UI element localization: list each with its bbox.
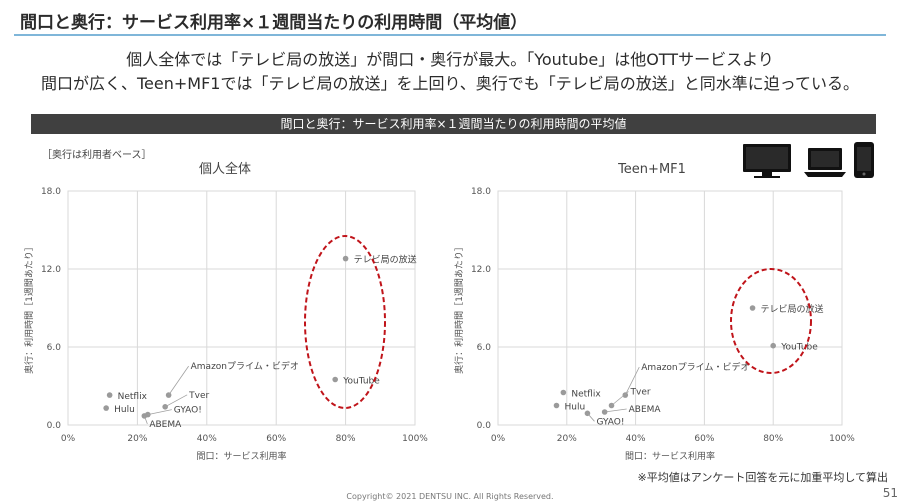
data-point — [342, 255, 349, 262]
data-label-leader — [604, 408, 627, 413]
data-label: Netflix — [571, 390, 601, 400]
data-label: YouTube — [342, 377, 380, 387]
x-tick-label: 80% — [763, 434, 783, 444]
data-label: GYAO! — [174, 406, 202, 416]
x-tick-label: 100% — [829, 434, 855, 444]
data-label-leader — [624, 366, 640, 396]
chart-title: 個人全体 — [199, 161, 251, 177]
lead-text: 個人全体では「テレビ局の放送」が間口・奥行が最大。「Youtube」は他OTTサ… — [0, 48, 900, 96]
data-label: ABEMA — [629, 405, 662, 415]
x-tick-label: 40% — [197, 434, 217, 444]
data-label-leader — [587, 413, 595, 422]
x-tick-label: 60% — [694, 434, 714, 444]
smartphone-icon — [854, 142, 874, 178]
data-point — [553, 402, 560, 409]
data-label: テレビ局の放送 — [761, 303, 824, 315]
data-label: ABEMA — [149, 420, 182, 430]
data-label-leader — [143, 415, 148, 425]
data-label-leader — [611, 391, 629, 406]
data-label-leader — [164, 394, 188, 408]
data-point — [103, 405, 109, 411]
data-label: テレビ局の放送 — [354, 254, 417, 266]
x-tick-label: 0% — [491, 434, 506, 444]
data-label: YouTube — [780, 343, 818, 353]
data-label: Hulu — [114, 405, 135, 415]
y-tick-label: 18.0 — [41, 187, 61, 197]
slide-title-text: 間口と奥行：サービス利用率×１週間当たりの利用時間（平均値） — [20, 13, 528, 33]
highlight-ellipse — [304, 235, 386, 409]
data-point — [106, 392, 113, 398]
x-tick-label: 100% — [402, 434, 428, 444]
highlight-ellipse — [730, 268, 812, 374]
data-label: Hulu — [564, 403, 585, 413]
x-tick-label: 20% — [127, 434, 147, 444]
data-point — [770, 342, 776, 349]
x-tick-label: 80% — [336, 434, 356, 444]
lead-line: 間口が広く、Teen+MF1では「テレビ局の放送」を上回り、奥行でも「テレビ局の… — [40, 74, 860, 93]
data-label-leader — [147, 409, 172, 415]
y-tick-label: 6.0 — [47, 343, 62, 353]
y-tick-label: 0.0 — [47, 421, 62, 431]
tv-icon — [743, 144, 791, 178]
y-axis-label: 奥行：利用時間［1週間あたり］ — [23, 242, 35, 374]
data-label: GYAO! — [596, 417, 624, 427]
y-axis-label: 奥行：利用時間［1週間あたり］ — [453, 242, 465, 374]
x-tick-label: 40% — [626, 434, 646, 444]
x-tick-label: 60% — [266, 434, 286, 444]
data-label: Tver — [188, 391, 209, 401]
slide-title: 間口と奥行：サービス利用率×１週間当たりの利用時間（平均値） — [14, 6, 886, 36]
y-tick-label: 12.0 — [471, 265, 491, 275]
laptop-icon — [804, 148, 846, 177]
data-label: Amazonプライム・ビデオ — [191, 360, 299, 372]
y-tick-label: 18.0 — [471, 187, 491, 197]
x-tick-label: 20% — [557, 434, 577, 444]
data-point — [560, 389, 567, 396]
data-point — [749, 305, 756, 311]
plot-frame — [497, 190, 843, 426]
data-point — [332, 376, 338, 383]
data-label-leader — [168, 365, 189, 396]
y-tick-label: 0.0 — [477, 421, 492, 431]
x-axis-label: 間口：サービス利用率 — [625, 450, 715, 462]
scatter-chart: 個人全体 0% 20% 40% 60% 80% 100% 0.0 6.0 12.0 18.0 間口：サ… — [23, 161, 428, 462]
device-icons — [743, 142, 874, 178]
data-label: Netflix — [118, 392, 148, 402]
y-tick-label: 6.0 — [477, 343, 492, 353]
section-header-bar: 間口と奥行：サービス利用率×１週間当たりの利用時間の平均値 — [31, 114, 876, 134]
data-label: Amazonプライム・ビデオ — [641, 361, 749, 373]
scatter-chart: Teen+MF1 0% 20% 40% 60% 80% 100% 0.0 6.0 12.0 18.0… — [453, 162, 855, 462]
charts-area: 個人全体 0% 20% 40% 60% 80% 100% 0.0 6.0 12.0 18.0 間口：サ… — [23, 161, 855, 462]
data-label: Tver — [630, 388, 651, 398]
x-axis-label: 間口：サービス利用率 — [196, 450, 286, 462]
base-note: ［奥行は利用者ベース］ — [42, 150, 152, 161]
page-number: 51 — [882, 486, 898, 500]
chart-title: Teen+MF1 — [617, 162, 686, 177]
x-tick-label: 0% — [61, 434, 76, 444]
lead-line: 個人全体では「テレビ局の放送」が間口・奥行が最大。「Youtube」は他OTTサ… — [126, 50, 774, 69]
plot-frame — [67, 190, 416, 426]
copyright: Copyright© 2021 DENTSU INC. All Rights R… — [346, 492, 554, 501]
y-tick-label: 12.0 — [41, 265, 61, 275]
foot-note: ※平均値はアンケート回答を元に加重平均して算出 — [637, 471, 888, 484]
